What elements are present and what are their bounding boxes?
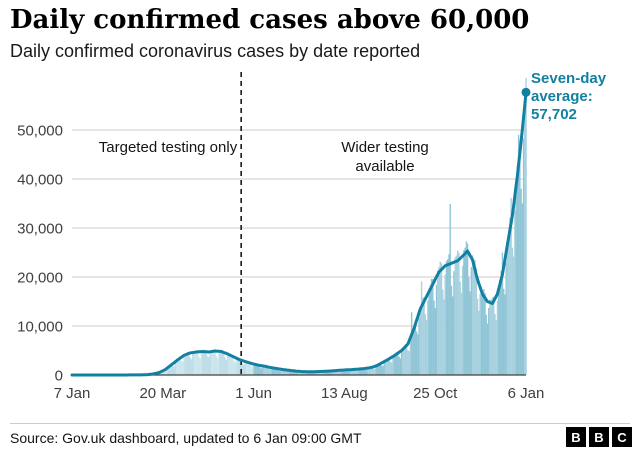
svg-text:0: 0 [55,368,63,385]
svg-text:20,000: 20,000 [17,270,63,287]
svg-text:50,000: 50,000 [17,123,63,140]
bbc-logo-letter: B [566,427,586,447]
bbc-logo: B B C [566,427,632,447]
seven-day-average-callout: Seven-day average: 57,702 [531,70,627,124]
svg-text:10,000: 10,000 [17,319,63,336]
svg-text:25 Oct: 25 Oct [413,385,458,402]
seven-day-average-label: Seven-day average: [531,70,607,105]
svg-text:6 Jan: 6 Jan [508,385,545,402]
source-text: Source: Gov.uk dashboard, updated to 6 J… [10,430,362,446]
annotation-targeted-testing: Targeted testing only [98,139,238,156]
bbc-logo-letter: C [612,427,632,447]
svg-text:7 Jan: 7 Jan [54,385,91,402]
page-title: Daily confirmed cases above 60,000 [10,5,530,35]
seven-day-average-value: 57,702 [531,106,577,123]
bbc-logo-letter: B [589,427,609,447]
svg-text:40,000: 40,000 [17,172,63,189]
page-subtitle: Daily confirmed coronavirus cases by dat… [10,41,421,61]
svg-text:1 Jun: 1 Jun [235,385,272,402]
svg-text:30,000: 30,000 [17,221,63,238]
footer-divider [10,423,630,424]
svg-text:13 Aug: 13 Aug [321,385,368,402]
annotation-wider-testing: Wider testing available [341,139,429,175]
svg-text:20 Mar: 20 Mar [139,385,186,402]
